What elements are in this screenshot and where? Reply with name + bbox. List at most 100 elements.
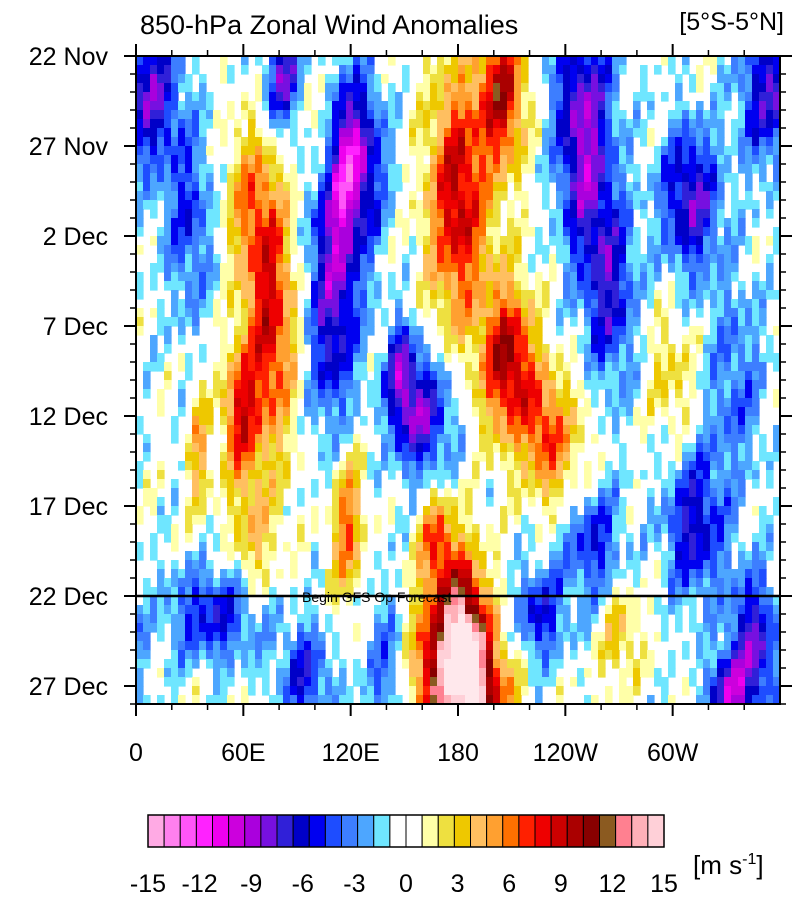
field-cell (374, 371, 382, 381)
field-cell (591, 236, 599, 246)
field-cell (633, 290, 641, 300)
field-cell (535, 659, 543, 669)
field-cell (752, 470, 760, 480)
field-cell (556, 362, 564, 372)
field-cell (451, 407, 459, 417)
field-cell (738, 65, 746, 75)
field-cell (486, 533, 494, 543)
field-cell (381, 137, 389, 147)
field-cell (171, 308, 179, 318)
field-cell (185, 452, 193, 462)
field-cell (220, 587, 228, 597)
field-cell (402, 371, 410, 381)
field-cell (521, 587, 529, 597)
field-cell (458, 443, 466, 453)
field-cell (353, 281, 361, 291)
field-cell (367, 173, 375, 183)
field-cell (486, 497, 494, 507)
field-cell (528, 227, 536, 237)
field-cell (472, 389, 480, 399)
field-cell (325, 119, 333, 129)
field-cell (584, 245, 592, 255)
field-cell (171, 623, 179, 633)
field-cell (395, 632, 403, 642)
field-cell (766, 110, 774, 120)
field-cell (423, 65, 431, 75)
field-cell (444, 632, 452, 642)
field-cell (360, 128, 368, 138)
field-cell (612, 605, 620, 615)
field-cell (437, 587, 445, 597)
field-cell (759, 101, 767, 111)
field-cell (283, 227, 291, 237)
field-cell (185, 533, 193, 543)
field-cell (619, 281, 627, 291)
field-cell (507, 461, 515, 471)
field-cell (773, 164, 780, 174)
field-cell (668, 299, 676, 309)
field-cell (297, 542, 305, 552)
field-cell (304, 218, 312, 228)
field-cell (444, 677, 452, 687)
field-cell (458, 524, 466, 534)
field-cell (500, 245, 508, 255)
field-cell (528, 128, 536, 138)
field-cell (241, 290, 249, 300)
field-cell (325, 452, 333, 462)
field-cell (661, 407, 669, 417)
field-cell (633, 677, 641, 687)
field-cell (514, 290, 522, 300)
field-cell (248, 533, 256, 543)
field-cell (458, 110, 466, 120)
field-cell (234, 299, 242, 309)
field-cell (318, 110, 326, 120)
field-cell (409, 650, 417, 660)
field-cell (619, 254, 627, 264)
field-cell (479, 254, 487, 264)
field-cell (402, 317, 410, 327)
field-cell (675, 182, 683, 192)
field-cell (423, 560, 431, 570)
field-cell (738, 497, 746, 507)
field-cell (773, 641, 780, 651)
field-cell (577, 443, 585, 453)
field-cell (402, 335, 410, 345)
field-cell (318, 83, 326, 93)
field-cell (353, 83, 361, 93)
field-cell (549, 524, 557, 534)
field-cell (227, 173, 235, 183)
field-cell (437, 497, 445, 507)
field-cell (612, 83, 620, 93)
field-cell (325, 344, 333, 354)
field-cell (570, 254, 578, 264)
field-cell (605, 560, 613, 570)
field-cell (143, 65, 151, 75)
field-cell (605, 155, 613, 165)
field-cell (248, 299, 256, 309)
field-cell (458, 542, 466, 552)
field-cell (598, 236, 606, 246)
field-cell (206, 164, 214, 174)
field-cell (556, 254, 564, 264)
field-cell (598, 128, 606, 138)
field-cell (255, 497, 263, 507)
field-cell (374, 632, 382, 642)
field-cell (444, 299, 452, 309)
field-cell (493, 398, 501, 408)
field-cell (171, 146, 179, 156)
field-cell (360, 533, 368, 543)
field-cell (514, 335, 522, 345)
field-cell (199, 497, 207, 507)
field-cell (521, 677, 529, 687)
field-cell (584, 497, 592, 507)
field-cell (269, 200, 277, 210)
field-cell (521, 632, 529, 642)
field-cell (549, 434, 557, 444)
field-cell (528, 353, 536, 363)
field-cell (360, 515, 368, 525)
field-cell (332, 479, 340, 489)
field-cell (192, 209, 200, 219)
field-cell (248, 164, 256, 174)
field-cell (633, 380, 641, 390)
field-cell (269, 515, 277, 525)
